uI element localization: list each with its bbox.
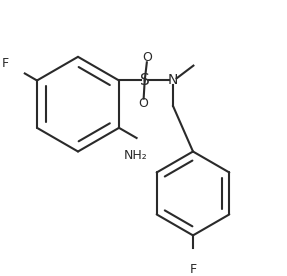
Text: NH₂: NH₂ [123, 149, 147, 162]
Text: S: S [140, 73, 150, 88]
Text: F: F [2, 57, 9, 70]
Text: N: N [168, 73, 178, 87]
Text: O: O [142, 51, 152, 64]
Text: F: F [189, 263, 197, 276]
Text: O: O [138, 97, 148, 110]
